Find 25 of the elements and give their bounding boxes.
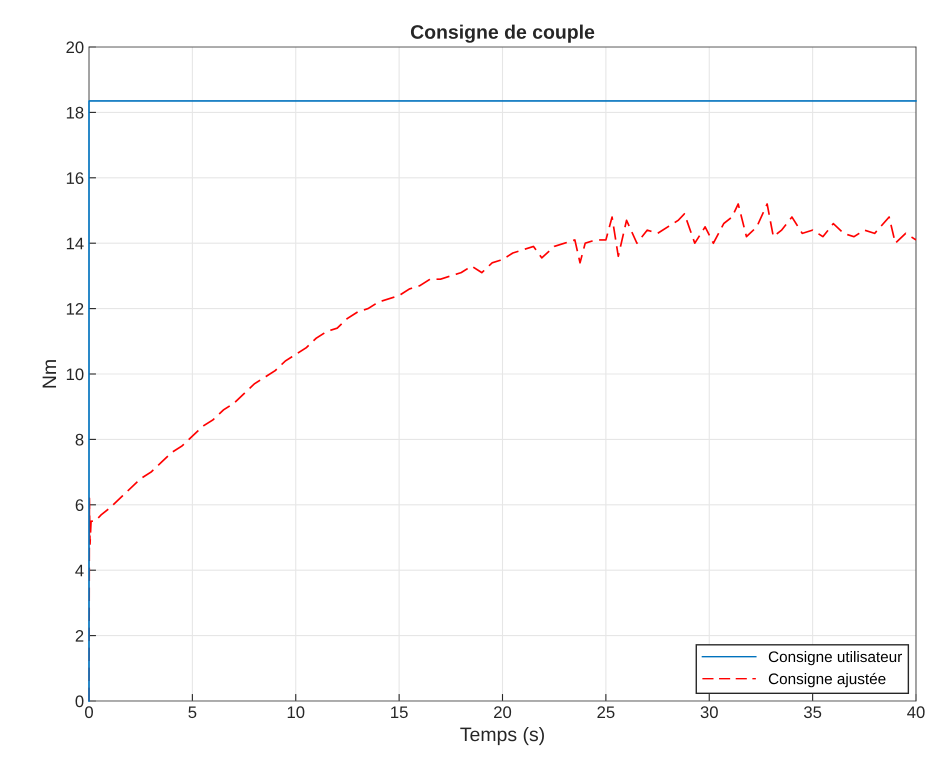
x-tick-label: 10 [288,706,304,718]
y-tick-label: 4 [75,564,84,576]
y-tick-label: 6 [76,499,84,512]
legend-label: Consigne ajustée [768,672,886,688]
x-tick-label: 0 [85,706,93,718]
x-tick-label: 5 [188,706,196,718]
legend-label: Consigne utilisateur [768,650,902,666]
x-tick-label: 15 [391,706,408,718]
y-tick-label: 8 [76,434,84,446]
y-tick-label: 0 [76,695,84,708]
chart-title: Consigne de couple [410,24,594,43]
x-tick-label: 35 [804,706,822,718]
x-axis-title: Temps (s) [460,726,544,746]
y-tick-label: 20 [66,41,84,54]
x-tick-label: 20 [494,706,512,718]
y-tick-label: 10 [66,368,84,380]
y-tick-label: 2 [76,630,84,642]
y-tick-label: 18 [66,106,84,119]
y-tick-label: 12 [66,303,84,315]
y-axis-title: Nm [42,360,56,388]
x-tick-label: 25 [597,706,614,718]
y-tick-label: 14 [66,238,84,250]
x-tick-label: 30 [700,706,718,718]
y-tick-label: 16 [66,172,84,184]
x-tick-label: 40 [907,706,925,718]
